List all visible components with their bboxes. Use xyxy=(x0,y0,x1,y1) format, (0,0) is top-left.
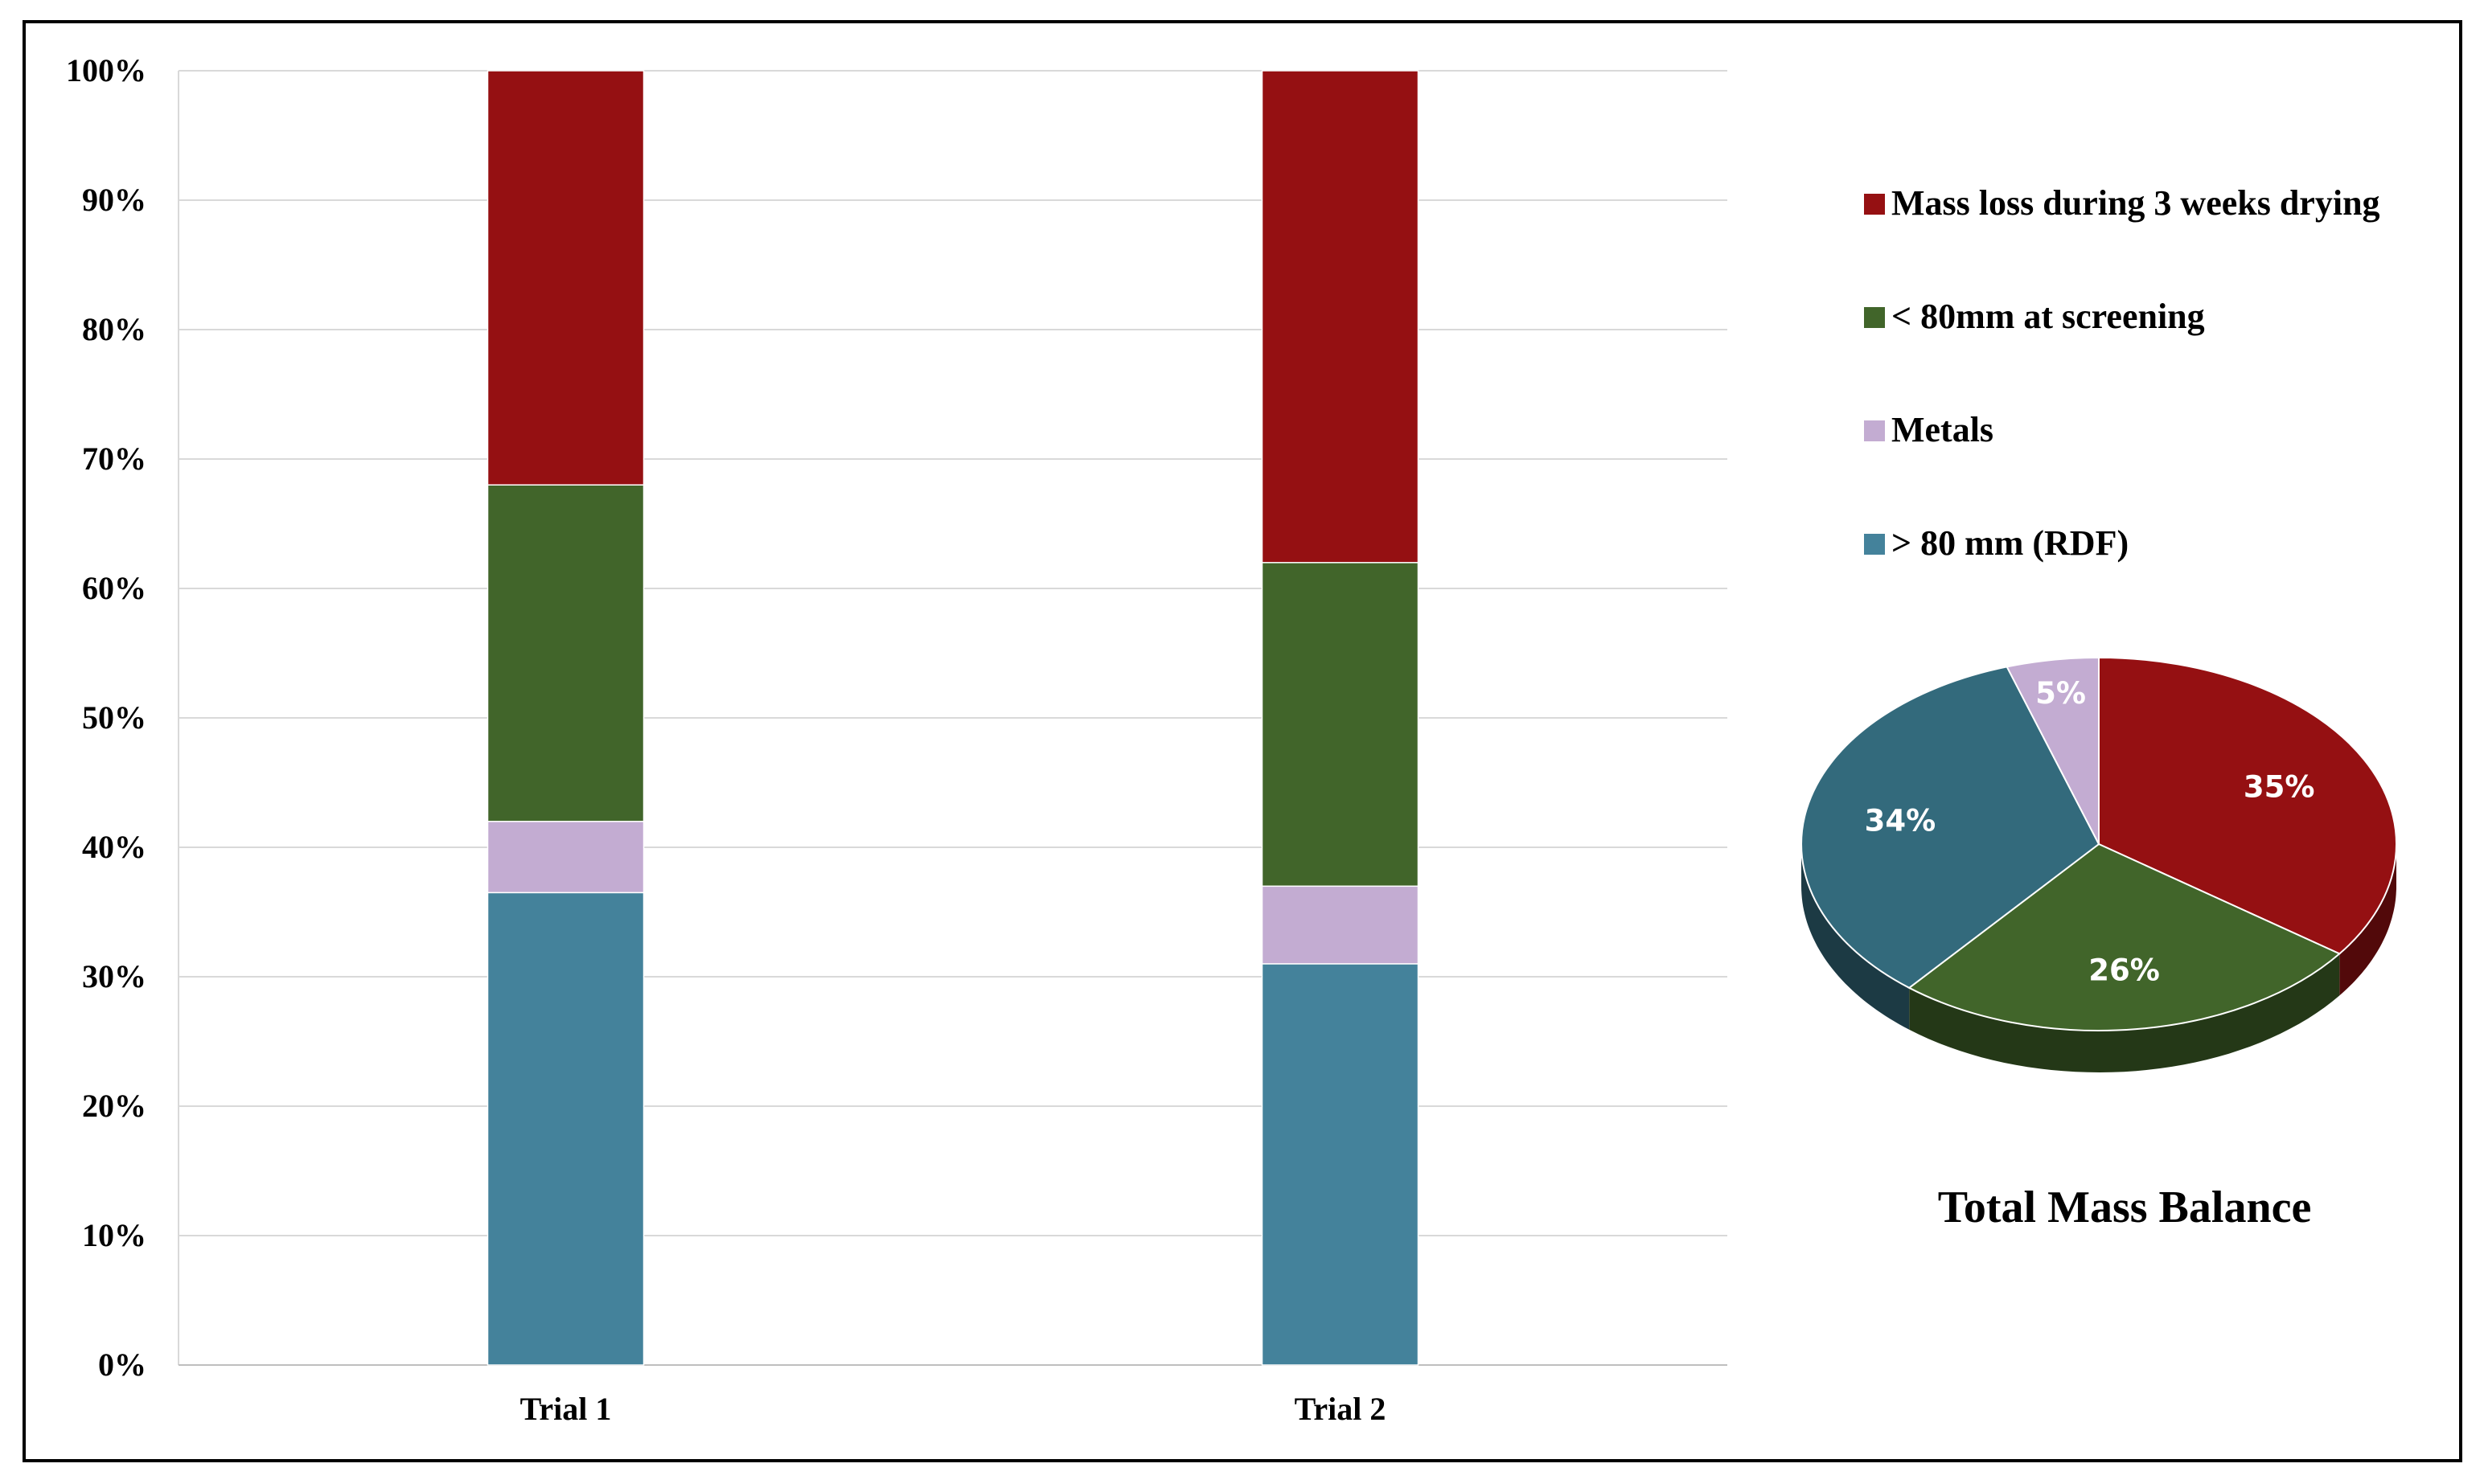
y-tick-label: 60% xyxy=(82,570,146,606)
legend-swatch xyxy=(1864,420,1885,441)
y-tick-label: 50% xyxy=(82,699,146,736)
x-tick-label: Trial 1 xyxy=(520,1391,612,1427)
legend-label: Mass loss during 3 weeks drying xyxy=(1891,183,2380,223)
y-tick-label: 100% xyxy=(66,52,146,88)
bar-segment xyxy=(1261,885,1419,965)
x-axis-ticks: Trial 1 Trial 2 xyxy=(520,1391,1386,1427)
pie-slice xyxy=(2098,656,2397,955)
y-tick-label: 70% xyxy=(82,441,146,477)
x-tick-label: Trial 2 xyxy=(1295,1391,1386,1427)
pie-side-wall xyxy=(1801,844,1910,1030)
legend-swatch xyxy=(1864,307,1885,328)
pie-side-walls xyxy=(1801,844,2396,1072)
bar-segment xyxy=(1261,562,1419,888)
bar-segment xyxy=(487,70,645,486)
legend-swatch xyxy=(1864,194,1885,215)
pie-slice xyxy=(1907,842,2342,1032)
y-axis-ticks: 0% 10% 20% 30% 40% 50% 60% 70% 80% 90% 100% xyxy=(66,52,146,1383)
pie-slice-label: 34% xyxy=(1865,803,1936,838)
gridlines xyxy=(178,70,1727,1366)
legend: Mass loss during 3 weeks drying < 80mm at… xyxy=(1864,183,2380,563)
pie-slice xyxy=(1800,666,2100,989)
pie-slice-label: 26% xyxy=(2088,953,2160,988)
y-tick-label: 0% xyxy=(98,1347,146,1383)
legend-label: > 80 mm (RDF) xyxy=(1891,523,2129,563)
legend-label: < 80mm at screening xyxy=(1891,297,2205,336)
pie-chart: 35% 26% 34% 5% xyxy=(1800,656,2397,1072)
pie-side-wall xyxy=(1909,953,2340,1072)
y-tick-label: 80% xyxy=(82,311,146,347)
bar-segment xyxy=(487,484,645,822)
bar-segment xyxy=(1261,70,1419,564)
legend-swatch xyxy=(1864,534,1885,555)
y-tick-label: 90% xyxy=(82,182,146,218)
bar-segment xyxy=(1261,963,1419,1366)
y-tick-label: 20% xyxy=(82,1088,146,1124)
stacked-bar-chart: 0% 10% 20% 30% 40% 50% 60% 70% 80% 90% 100% Trial … xyxy=(66,52,1727,1427)
y-tick-label: 40% xyxy=(82,829,146,865)
pie-slice-label: 35% xyxy=(2244,769,2315,804)
legend-label: Metals xyxy=(1891,410,1993,449)
pie-title: Total Mass Balance xyxy=(1938,1183,2312,1232)
y-tick-label: 10% xyxy=(82,1217,146,1253)
pie-slice-label: 5% xyxy=(2035,676,2086,711)
y-tick-label: 30% xyxy=(82,958,146,994)
bar-segments xyxy=(487,70,1419,1366)
bar-segment xyxy=(487,892,645,1366)
pie-slice xyxy=(2006,656,2100,845)
bar-segment xyxy=(487,821,645,894)
pie-side-wall xyxy=(2339,844,2396,996)
